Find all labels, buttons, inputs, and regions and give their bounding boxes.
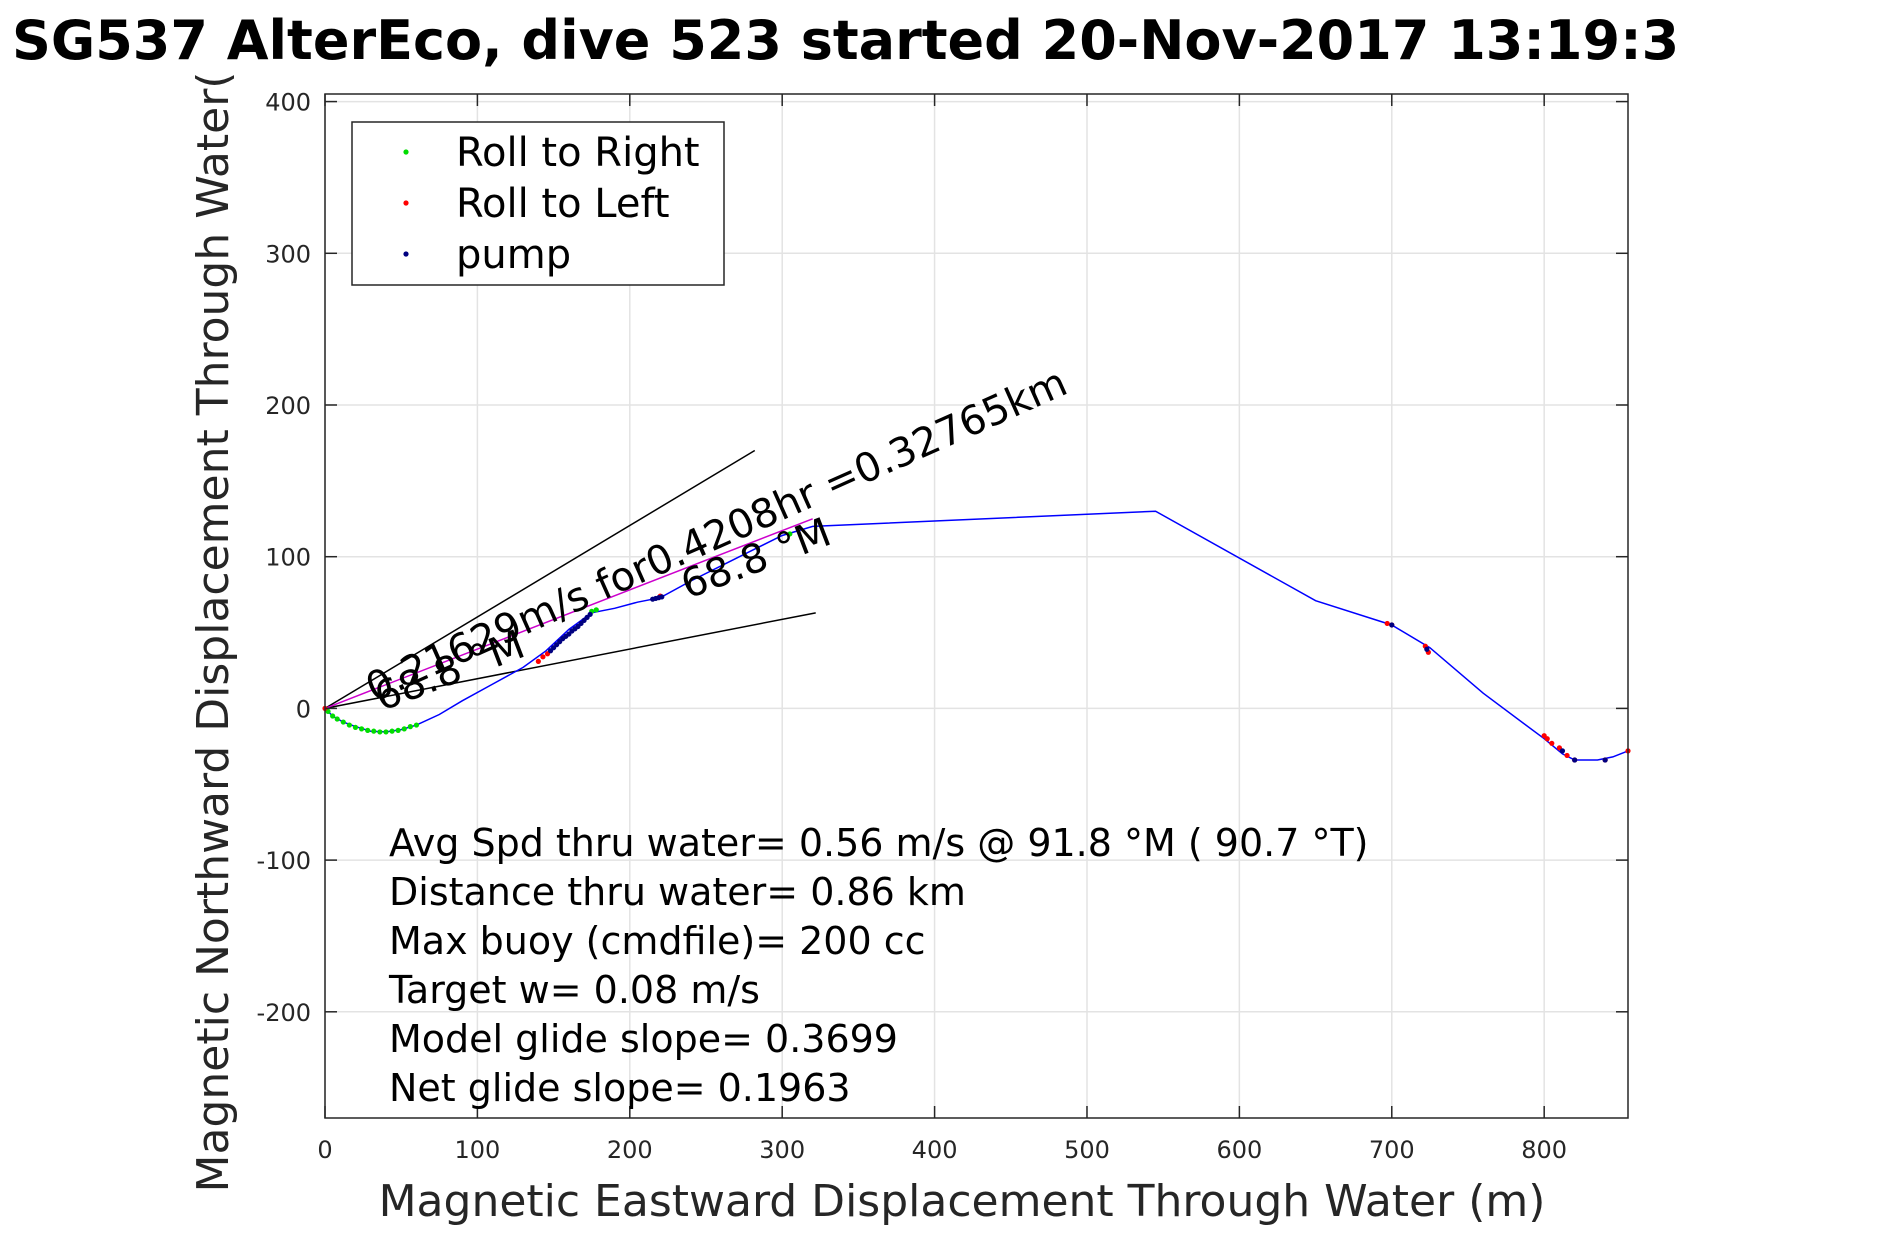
stats-line: Target w= 0.08 m/s xyxy=(388,968,760,1012)
legend-marker xyxy=(403,200,409,206)
y-tick-label: 100 xyxy=(265,544,311,572)
roll-right-point xyxy=(340,719,346,725)
legend-marker xyxy=(403,149,409,155)
pump-point xyxy=(1424,646,1430,652)
x-tick-label: 0 xyxy=(317,1136,332,1164)
heading-cone xyxy=(324,449,816,710)
pump-point xyxy=(1572,757,1578,763)
x-tick-label: 100 xyxy=(454,1136,500,1164)
chart-title: SG537 AlterEco, dive 523 started 20-Nov-… xyxy=(12,9,1679,72)
x-tick-label: 800 xyxy=(1521,1136,1567,1164)
y-tick-label: 400 xyxy=(265,89,311,117)
stats-line: Distance thru water= 0.86 km xyxy=(389,870,966,914)
roll-left-point xyxy=(1544,736,1550,742)
x-tick-label: 600 xyxy=(1216,1136,1262,1164)
x-tick-label: 200 xyxy=(607,1136,653,1164)
x-tick-label: 700 xyxy=(1369,1136,1415,1164)
legend-marker xyxy=(403,251,409,257)
x-tick-label: 400 xyxy=(912,1136,958,1164)
legend-entry: Roll to Right xyxy=(456,130,700,176)
y-tick-label: -100 xyxy=(257,847,311,875)
roll-right-point xyxy=(371,728,377,734)
roll-left-point xyxy=(1384,620,1390,627)
stats-line: Net glide slope= 0.1963 xyxy=(389,1066,851,1110)
stats-line: Model glide slope= 0.3699 xyxy=(389,1017,898,1061)
stats-block: Avg Spd thru water= 0.56 m/s @ 91.8 °M (… xyxy=(388,821,1369,1110)
pump-point xyxy=(1559,748,1566,754)
roll-left-point xyxy=(1564,752,1570,759)
legend: Roll to Right Roll to Left pump xyxy=(351,121,725,286)
roll-right-point xyxy=(365,727,371,733)
x-tick-label: 500 xyxy=(1064,1136,1110,1164)
y-tick-label: 300 xyxy=(265,240,311,268)
x-tick-label: 300 xyxy=(759,1136,805,1164)
y-tick-label: 0 xyxy=(296,695,311,723)
y-axis-label: Magnetic Northward Displacement Through … xyxy=(188,72,239,1193)
axes xyxy=(324,93,1629,1119)
pump-point xyxy=(587,611,593,617)
roll-right-point xyxy=(413,722,420,728)
roll-right-point xyxy=(593,607,599,613)
pump-point xyxy=(1602,757,1608,763)
pump-point xyxy=(659,594,665,600)
tick-labels: 0 100 200 300 400 500 600 700 800 -200 -100 0 100 200… xyxy=(257,89,1568,1164)
roll-right-point xyxy=(352,724,359,730)
heading-cone-line xyxy=(324,449,756,710)
roll-right-point xyxy=(383,729,389,735)
stats-line: Max buoy (cmdfile)= 200 cc xyxy=(389,919,926,963)
roll-right-point xyxy=(401,726,407,732)
stats-line: Avg Spd thru water= 0.56 m/s @ 91.8 °M (… xyxy=(389,821,1369,865)
roll-right-point xyxy=(787,531,793,537)
heading-cone-line xyxy=(324,612,816,710)
pump-point xyxy=(1389,622,1395,628)
roll-left-point xyxy=(1549,740,1555,746)
x-axis-label: Magnetic Eastward Displacement Through W… xyxy=(379,1176,1546,1227)
roll-right-point xyxy=(330,713,336,719)
roll-right-point xyxy=(407,724,413,730)
roll-right-point xyxy=(395,727,401,733)
y-tick-label: -200 xyxy=(257,999,311,1027)
legend-box xyxy=(351,121,725,286)
legend-entry: Roll to Left xyxy=(456,181,670,227)
roll-right-point xyxy=(377,729,383,735)
roll-left-point xyxy=(540,654,546,660)
roll-right-point xyxy=(334,716,340,722)
points-layer xyxy=(322,531,1631,763)
plot-frame xyxy=(324,93,1629,1119)
roll-right-point xyxy=(358,726,365,732)
roll-left-point xyxy=(535,658,541,664)
legend-entry: pump xyxy=(456,232,571,278)
heading-line xyxy=(324,518,813,710)
roll-right-point xyxy=(346,722,352,728)
grid xyxy=(324,94,1628,1118)
y-tick-label: 200 xyxy=(265,392,311,420)
roll-right-point xyxy=(389,728,395,734)
